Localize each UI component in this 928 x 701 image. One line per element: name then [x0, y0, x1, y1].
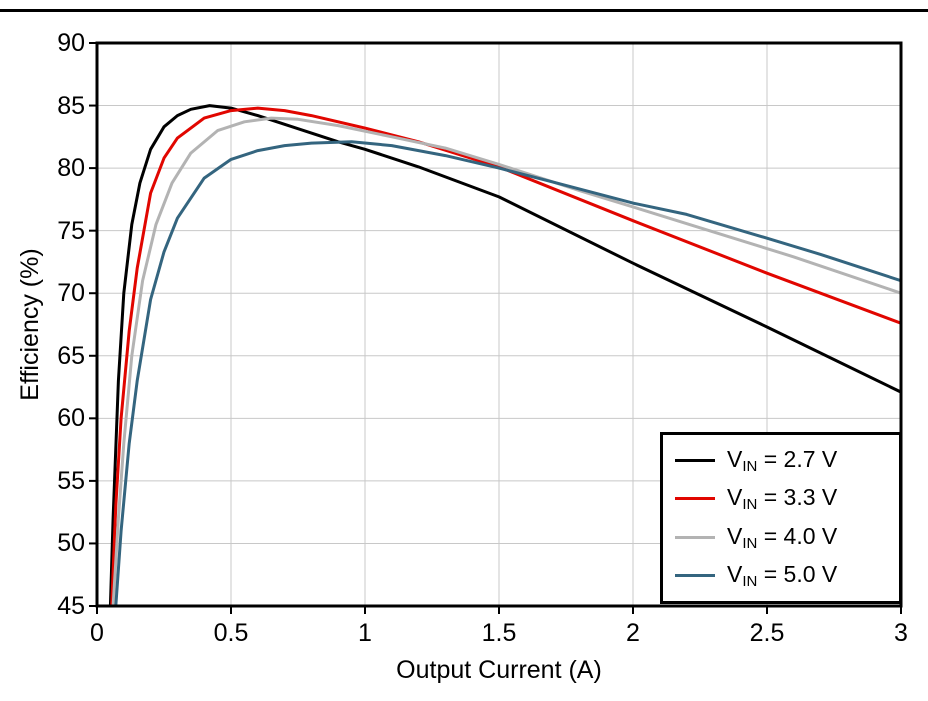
y-tick-label: 45: [57, 592, 85, 620]
legend-label: VIN = 4.0 V: [727, 522, 838, 552]
x-tick-label: 2: [626, 619, 640, 647]
y-tick-label: 90: [57, 29, 85, 57]
legend-item-vin-4p0: VIN = 4.0 V: [675, 523, 887, 552]
x-tick-label: 1: [358, 619, 372, 647]
legend-item-vin-3p3: VIN = 3.3 V: [675, 484, 887, 513]
x-tick-label: 0.5: [213, 619, 249, 647]
legend-item-vin-2p7: VIN = 2.7 V: [675, 446, 887, 475]
y-axis-title: Efficiency (%): [16, 248, 44, 401]
y-tick-label: 55: [57, 466, 85, 495]
legend-label: VIN = 5.0 V: [727, 561, 838, 591]
x-tick-label: 3: [894, 619, 908, 647]
figure-top-border: [0, 9, 928, 12]
y-tick-label: 75: [57, 216, 85, 245]
y-tick-label: 80: [57, 154, 85, 183]
y-tick-label: 85: [57, 91, 85, 120]
legend-line-sample: [675, 458, 715, 462]
x-tick-label: 0: [90, 619, 104, 647]
y-tick-label: 65: [57, 341, 85, 370]
legend-label: VIN = 3.3 V: [727, 484, 838, 514]
legend-line-sample: [675, 535, 715, 539]
y-tick-label: 70: [57, 279, 85, 308]
x-tick-label: 1.5: [481, 619, 517, 647]
x-tick-label: 2.5: [749, 619, 785, 647]
x-axis-title: Output Current (A): [396, 656, 602, 684]
legend-item-vin-5p0: VIN = 5.0 V: [675, 561, 887, 590]
y-tick-label: 60: [57, 404, 85, 433]
legend-label: VIN = 2.7 V: [727, 445, 838, 475]
legend-line-sample: [675, 497, 715, 501]
legend: VIN = 2.7 V VIN = 3.3 V VIN = 4.0 V VIN …: [660, 432, 902, 604]
y-tick-label: 50: [57, 529, 85, 558]
legend-line-sample: [675, 574, 715, 578]
